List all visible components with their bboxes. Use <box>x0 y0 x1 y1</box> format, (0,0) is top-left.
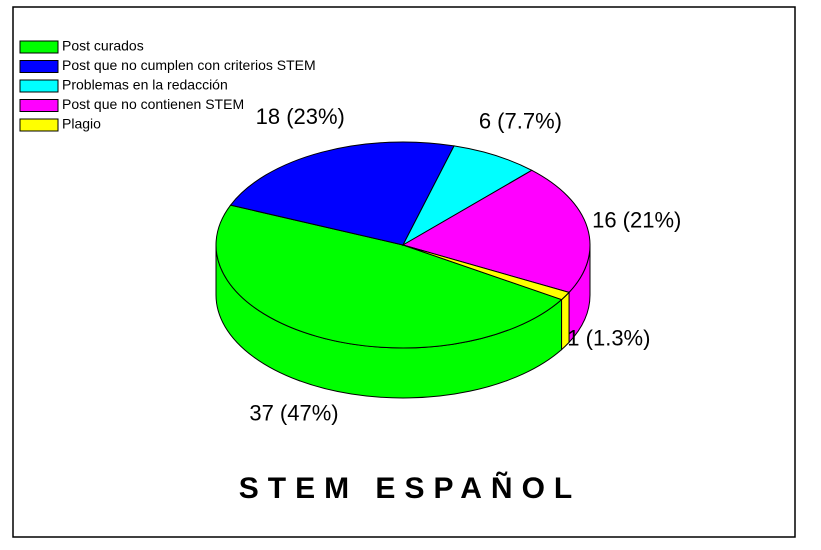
value-label: 1 (1.3%) <box>567 325 650 350</box>
legend-swatch <box>19 118 59 132</box>
legend-swatch <box>19 60 59 73</box>
value-label: 18 (23%) <box>256 104 345 129</box>
pie-slice <box>401 169 591 293</box>
logo: STEM ESPAÑOL <box>239 471 581 505</box>
pie-slice <box>229 141 455 246</box>
pie-slice <box>215 204 563 349</box>
value-label: 6 (7.7%) <box>479 108 562 133</box>
legend-label: Post que no cumplen con criterios STEM <box>62 57 316 73</box>
legend-swatch <box>19 99 59 112</box>
legend-label: Post curados <box>62 38 144 54</box>
legend-label: Plagio <box>62 116 101 132</box>
value-label: 16 (21%) <box>592 207 681 232</box>
legend-swatch <box>19 79 59 93</box>
legend-label: Post que no contienen STEM <box>62 96 244 112</box>
legend-swatch <box>19 40 59 54</box>
pie-slice <box>402 244 570 301</box>
legend-label: Problemas en la redacción <box>62 77 228 93</box>
value-label: 37 (47%) <box>249 400 338 425</box>
